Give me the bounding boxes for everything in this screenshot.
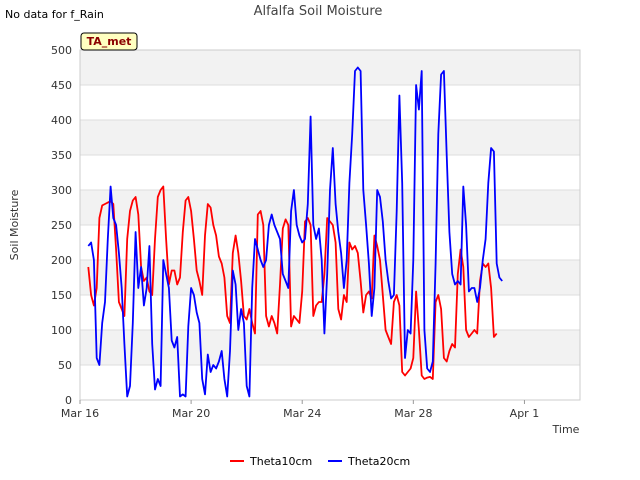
x-tick-label: Mar 16 [61,407,99,420]
plot-band [80,50,580,85]
y-tick-label: 0 [65,394,72,407]
y-tick-label: 350 [51,149,72,162]
plot-band [80,120,580,155]
y-tick-label: 50 [58,359,72,372]
plot-band [80,330,580,365]
y-tick-label: 200 [51,254,72,267]
legend: Theta10cm Theta20cm [230,455,410,468]
no-data-note: No data for f_Rain [5,8,104,21]
plot-band [80,295,580,330]
badge-label: TA_met [87,35,132,48]
plot-frame [79,49,581,401]
series-line-theta10cm [87,185,498,380]
x-tick-label: Mar 20 [172,407,210,420]
y-tick-label: 450 [51,79,72,92]
y-tick-label: 250 [51,219,72,232]
badge-box [80,32,138,51]
legend-label-theta20cm: Theta20cm [347,455,410,468]
x-tick-label: Apr 1 [510,407,540,420]
x-axis-label: Time [552,423,580,436]
plot-band [80,260,580,295]
y-tick-label: 100 [51,324,72,337]
y-tick-label: 300 [51,184,72,197]
x-tick-label: Mar 24 [283,407,321,420]
y-axis-ticks: 0 50 100 150 200 250 300 350 400 450 500 [51,44,72,407]
plot-band [80,365,580,400]
legend-label-theta10cm: Theta10cm [249,455,312,468]
x-tick-label: Mar 28 [394,407,432,420]
data-series [87,66,503,398]
plot-band [80,85,580,120]
x-axis-ticks: Mar 16 Mar 20 Mar 24 Mar 28 Apr 1 [61,400,539,420]
series-line-theta20cm [87,66,503,398]
y-tick-label: 400 [51,114,72,127]
chart-title: Alfalfa Soil Moisture [254,4,383,19]
y-axis-label: Soil Moisture [8,189,21,260]
y-tick-label: 150 [51,289,72,302]
y-tick-label: 500 [51,44,72,57]
